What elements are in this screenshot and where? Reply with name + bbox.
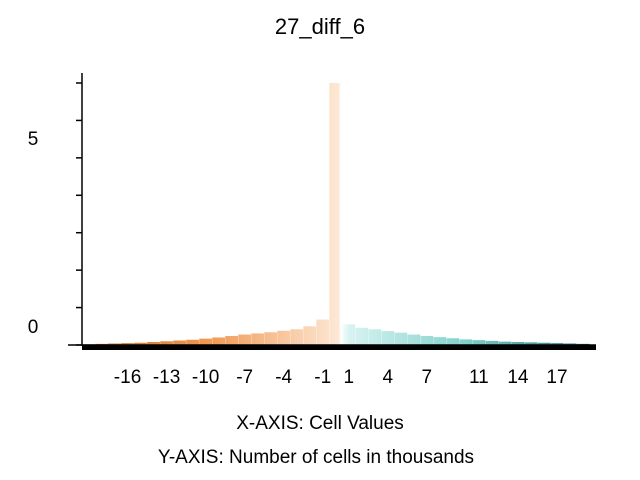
x-tick-label: -7: [236, 367, 253, 388]
x-tick-labels: -16 -13 -10 -7 -4 -1 1 4 7 11 14 17: [114, 367, 568, 388]
x-tick-label: 4: [383, 367, 394, 388]
histogram-bar: [368, 329, 382, 345]
x-tick-label: -16: [114, 367, 141, 388]
histogram-bar: [485, 340, 499, 345]
histogram-bar: [537, 342, 551, 345]
histogram-bar: [199, 338, 212, 345]
x-tick-label: 1: [343, 367, 354, 388]
histogram-bar: [342, 324, 356, 345]
x-tick-label: -4: [275, 367, 292, 388]
histogram-bar: [316, 319, 330, 345]
y-tick-label-5: 5: [28, 129, 39, 150]
histogram-bar: [550, 343, 564, 345]
histogram-bar: [524, 342, 538, 345]
histogram-bar: [173, 340, 186, 345]
x-axis: -16 -13 -10 -7 -4 -1 1 4 7 11 14 17: [68, 344, 596, 388]
histogram-bar: [251, 333, 265, 345]
x-tick-label: 17: [546, 367, 567, 388]
histogram-bar: [355, 327, 369, 345]
histogram-bar: [381, 331, 395, 345]
histogram-bar: [160, 341, 173, 345]
y-axis: 5 0: [28, 73, 83, 346]
histogram-bar: [459, 339, 473, 345]
x-tick-label: -10: [192, 367, 219, 388]
histogram-bar: [420, 336, 434, 345]
chart-title: 27_diff_6: [275, 14, 365, 39]
y-minor-ticks: [76, 82, 82, 346]
histogram-bar: [407, 334, 421, 345]
bars-group: [82, 83, 590, 345]
histogram-bar: [134, 342, 147, 345]
histogram-bar: [433, 337, 447, 345]
y-axis-label: Y-AXIS: Number of cells in thousands: [158, 447, 474, 468]
histogram-bar: [238, 334, 252, 345]
histogram-bar: [121, 343, 134, 345]
x-tick-label: 11: [469, 367, 489, 388]
histogram-bar: [446, 338, 460, 345]
histogram-bar: [225, 336, 239, 345]
histogram-bar: [303, 326, 317, 345]
histogram-bar: [472, 340, 486, 345]
histogram-bar: [186, 339, 199, 345]
histogram-bar: [212, 337, 226, 345]
x-axis-label: X-AXIS: Cell Values: [236, 413, 404, 434]
histogram-bar: [394, 332, 408, 345]
x-tick-label: -1: [314, 367, 331, 388]
x-tick-label: 7: [422, 367, 433, 388]
x-tick-label: -13: [153, 367, 180, 388]
histogram-bar: [264, 332, 278, 345]
histogram-bar: [511, 342, 525, 345]
histogram-bar: [277, 330, 291, 345]
histogram-bar: [147, 342, 160, 345]
histogram-bar: [290, 329, 304, 345]
x-axis-minor-tick-band: [82, 345, 596, 350]
x-tick-label: 14: [507, 367, 529, 388]
y-tick-label-0: 0: [28, 317, 39, 338]
histogram-bar: [329, 83, 343, 345]
histogram-bar: [498, 341, 512, 345]
